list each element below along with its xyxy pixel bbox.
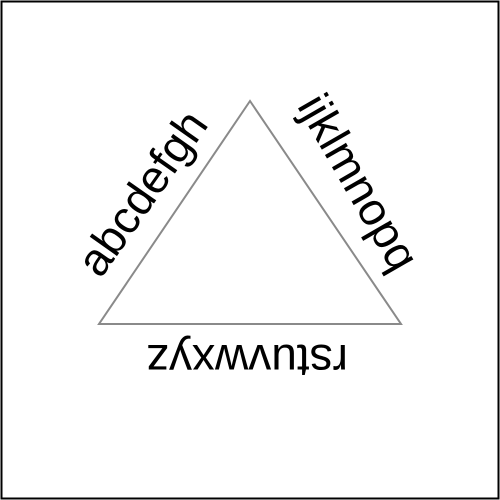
triangle bbox=[97, 99, 403, 325]
bottom-side-label: rstuvwxyz bbox=[146, 335, 348, 387]
bottom-side-text: rstuvwxyz bbox=[146, 335, 348, 387]
